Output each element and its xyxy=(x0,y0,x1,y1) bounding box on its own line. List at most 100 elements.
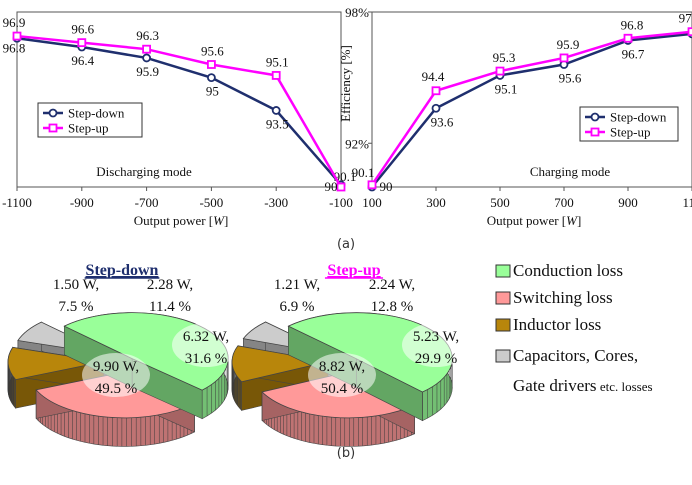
discharging-data-label: 90.1 xyxy=(334,169,357,184)
pie-label-percent: 7.5 % xyxy=(59,299,94,315)
charging-mode-annotation: Charging mode xyxy=(530,164,611,179)
line-charts: -1100 -900 -700 -500 -300 -100 Output power [W… xyxy=(2,5,692,228)
legend-square-marker xyxy=(590,127,600,137)
discharging-xtick-label: -700 xyxy=(135,195,159,210)
legend-circle-marker xyxy=(48,108,58,118)
panel-label-b: (b) xyxy=(337,446,355,461)
charging-data-label: 96.7 xyxy=(622,46,645,61)
pie-label-watts: 6.32 W, xyxy=(183,329,229,345)
charging-data-label: 95.6 xyxy=(559,71,582,86)
legend-swatch-inductor xyxy=(495,318,511,332)
ytick-label: 92% xyxy=(345,136,369,151)
discharging-data-label: 96.4 xyxy=(71,53,94,68)
legend-item-label-continued: Gate drivers etc. losses xyxy=(513,376,653,395)
pie-slice-top xyxy=(231,345,329,383)
pie-label-percent: 31.6 % xyxy=(185,351,228,367)
charging-step-up-point xyxy=(623,33,633,43)
legend-label: Step-up xyxy=(68,121,108,136)
discharging-xtick-label: -100 xyxy=(329,195,353,210)
discharging-data-label: 95 xyxy=(206,84,219,99)
legend-label: Step-down xyxy=(68,106,125,121)
step_down_pie-title: Step-down xyxy=(86,262,159,279)
charging-chart: 100 300 500 700 900 110 Output power [W] Effici… xyxy=(338,5,692,228)
pie-slice-label: 1.21 W, 6.9 % xyxy=(274,277,320,315)
pie-charts: 9.90 W, 49.5 % 6.32 W, 31.6 % 2.28 W, 11.4 % 1… xyxy=(7,262,470,447)
pie-slice-top xyxy=(7,346,105,381)
discharging-step-up-point xyxy=(142,44,152,54)
pie-label-percent: 50.4 % xyxy=(321,381,364,397)
legend-item-label: Inductor loss xyxy=(513,315,601,334)
charging-data-label: 95.1 xyxy=(495,81,518,96)
discharging-step-up-point xyxy=(206,60,216,69)
pie-slice-label: 2.24 W, 12.8 % xyxy=(369,277,415,315)
charging-plot-frame xyxy=(371,11,692,188)
pie-label-percent: 11.4 % xyxy=(149,299,191,315)
discharging-data-label: 96.3 xyxy=(136,28,159,43)
legend-label: Step-down xyxy=(610,110,667,125)
pie-label-halo xyxy=(172,323,240,367)
charging-step-down-line xyxy=(371,32,692,188)
pie-label-watts: 2.28 W, xyxy=(147,277,193,293)
panel-label-a: (a) xyxy=(337,237,355,252)
charging-data-label: 95.3 xyxy=(493,50,516,65)
discharging-xtick-label: -900 xyxy=(70,195,94,210)
charging-step-up-point xyxy=(559,53,569,63)
pie-label-halo xyxy=(308,353,376,397)
discharging-step-down-point xyxy=(142,53,152,63)
discharging-xtick-label: -1100 xyxy=(2,195,32,210)
discharging-data-label: 95.6 xyxy=(201,44,224,59)
charging-step-up-point xyxy=(367,180,377,190)
discharging-data-label: 96.8 xyxy=(3,40,26,55)
pie-label-watts: 2.24 W, xyxy=(369,277,415,293)
pie-slice-label: 8.82 W, 50.4 % xyxy=(308,353,376,397)
discharging-data-label: 90 xyxy=(325,179,338,194)
discharging-data-label: 96.6 xyxy=(71,22,94,37)
discharging-chart: -1100 -900 -700 -500 -300 -100 Output power [W… xyxy=(2,11,357,228)
pie-label-percent: 29.9 % xyxy=(415,351,458,367)
charging-data-label: 93.6 xyxy=(431,114,454,129)
step_down_pie: 9.90 W, 49.5 % 6.32 W, 31.6 % 2.28 W, 11.4 % 1… xyxy=(7,262,240,447)
pie-label-watts: 5.23 W, xyxy=(413,329,459,345)
pie-label-watts: 8.82 W, xyxy=(319,359,365,375)
charging-data-label: 90.1 xyxy=(352,165,375,180)
step_up_pie-title: Step-up xyxy=(327,262,380,279)
charging-xtick-label: 110 xyxy=(682,195,692,210)
legend-label: Step-up xyxy=(610,125,650,140)
discharging-step-down-point xyxy=(206,73,216,83)
charging-data-label: 96.8 xyxy=(621,17,644,32)
discharging-data-label: 95.1 xyxy=(266,54,289,69)
charging-xtick-label: 100 xyxy=(362,195,382,210)
legend-item-label: Switching loss xyxy=(513,288,613,307)
discharging-mode-annotation: Discharging mode xyxy=(96,164,192,179)
pie-legend: Conduction loss Switching loss Inductor lo… xyxy=(495,261,653,395)
discharging-step-up-line xyxy=(16,34,343,188)
pie-label-halo xyxy=(82,353,150,397)
pie-label-percent: 12.8 % xyxy=(371,299,414,315)
pie-label-percent: 49.5 % xyxy=(95,381,138,397)
charging-step-up-point xyxy=(431,86,441,96)
charging-step-down-point xyxy=(431,103,441,113)
discharging-step-up-point xyxy=(336,182,346,192)
legend-swatch-others xyxy=(495,349,511,363)
charging-xlabel: Output power [W] xyxy=(487,213,582,228)
charging-data-label: 94.4 xyxy=(422,69,445,84)
discharging-plot-frame xyxy=(16,11,342,188)
charging-data-label: 97.1 xyxy=(679,11,692,26)
charging-data-label: 95.9 xyxy=(557,37,580,52)
pie-label-watts: 1.21 W, xyxy=(274,277,320,293)
pie-slice-label: 6.32 W, 31.6 % xyxy=(172,323,240,367)
discharging-step-up-point xyxy=(271,71,281,80)
legend-swatch-conduction xyxy=(495,264,511,278)
efficiency-ylabel: Efficiency [%] xyxy=(338,45,353,122)
discharging-data-label: 96.9 xyxy=(3,15,26,30)
discharging-step-up-point xyxy=(77,38,87,48)
discharging-data-label: 93.5 xyxy=(266,116,289,131)
discharging-data-label: 95.9 xyxy=(136,64,159,79)
charging-data-label: 90 xyxy=(380,179,393,194)
ytick-label: 98% xyxy=(345,5,369,20)
discharging-xtick-label: -300 xyxy=(264,195,288,210)
pie-slice-label: 9.90 W, 49.5 % xyxy=(82,353,150,397)
pie-slice-label: 1.50 W, 7.5 % xyxy=(53,277,99,315)
